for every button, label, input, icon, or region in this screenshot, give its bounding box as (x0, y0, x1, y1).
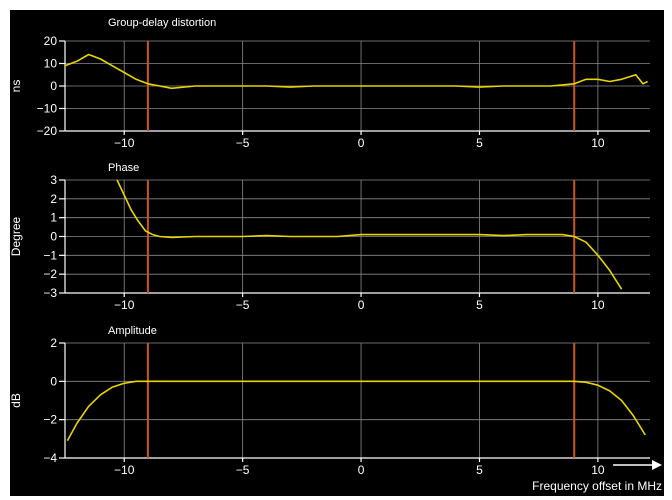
group-delay-panel: 20 10 0 −10 −20 −10 −5 0 5 10 Group-delay distorti… (9, 17, 650, 150)
group-delay-y-tick-label: 10 (44, 57, 58, 71)
amplitude-y-tick-label: 0 (50, 374, 57, 388)
amplitude-panel: 2 0 −2 −4 −10 −5 0 5 10 Amplitude dB (9, 325, 650, 477)
phase-y-tick-label: 3 (50, 173, 57, 187)
x-axis-arrow-head (652, 460, 662, 470)
group-delay-y-tick-label: −10 (37, 102, 58, 116)
group-delay-x-tick-label: 5 (476, 136, 483, 150)
chart-background (10, 10, 664, 496)
amplitude-y-tick-label: −4 (43, 451, 57, 465)
amplitude-y-tick-label: 2 (50, 336, 57, 350)
group-delay-y-tick-label: 20 (44, 34, 58, 48)
amplitude-x-tick-label: −10 (114, 463, 135, 477)
amplitude-x-tick-label: 10 (591, 463, 605, 477)
phase-x-tick-label: 0 (358, 298, 365, 312)
amplitude-trace (66, 380, 646, 442)
amplitude-x-tick-label: 5 (476, 463, 483, 477)
amplitude-x-tick-label: 0 (358, 463, 365, 477)
amplitude-panel-title: Amplitude (108, 325, 157, 337)
group-delay-trace (64, 53, 648, 90)
group-delay-panel-title: Group-delay distortion (108, 17, 216, 29)
phase-y-tick-label: 0 (50, 230, 57, 244)
phase-y-tick-label: 2 (50, 192, 57, 206)
group-delay-y-axis-label: ns (9, 80, 23, 93)
phase-y-tick-label: −2 (43, 267, 57, 281)
amplitude-y-tick-label: −2 (43, 413, 57, 427)
group-delay-x-tick-label: −5 (236, 136, 250, 150)
phase-x-tick-label: 10 (591, 298, 605, 312)
phase-x-tick-label: −5 (236, 298, 250, 312)
amplitude-y-axis-label: dB (9, 393, 23, 408)
phase-y-tick-label: 1 (50, 211, 57, 225)
phase-y-tick-label: −1 (43, 248, 57, 262)
group-delay-x-tick-label: −10 (114, 136, 135, 150)
phase-trace (116, 179, 623, 290)
group-delay-x-tick-label: 10 (591, 136, 605, 150)
amplitude-x-tick-label: −5 (236, 463, 250, 477)
phase-panel-title: Phase (108, 162, 139, 174)
group-delay-x-tick-label: 0 (358, 136, 365, 150)
phase-x-tick-label: 5 (476, 298, 483, 312)
group-delay-y-tick-label: −20 (37, 124, 58, 138)
phase-x-tick-label: −10 (114, 298, 135, 312)
phase-y-axis-label: Degree (9, 216, 23, 256)
group-delay-y-tick-label: 0 (50, 79, 57, 93)
x-axis-label: Frequency offset in MHz (532, 479, 662, 493)
phase-y-tick-label: −3 (43, 286, 57, 300)
